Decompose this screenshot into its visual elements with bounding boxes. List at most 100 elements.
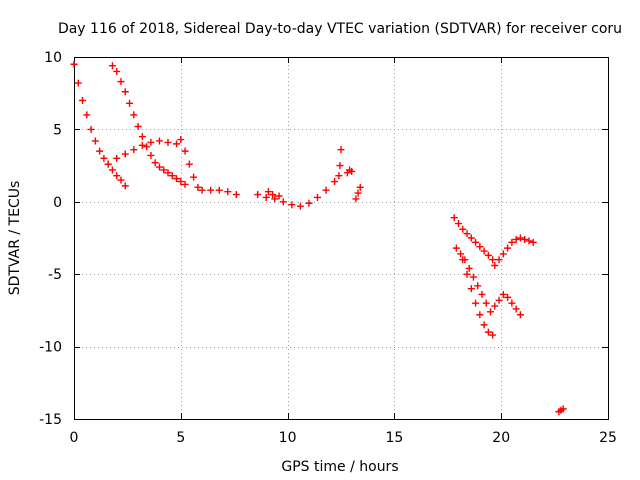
data-point <box>457 250 465 258</box>
data-point <box>472 238 480 246</box>
data-point <box>117 78 125 86</box>
data-point <box>264 188 272 196</box>
data-point <box>262 193 270 201</box>
data-point <box>134 123 142 131</box>
data-point <box>305 199 313 207</box>
x-tick-labels: 0 5 10 15 20 25 <box>70 430 617 446</box>
series-arc3 <box>104 136 240 199</box>
axis-ticks <box>74 57 609 420</box>
data-point <box>87 125 95 133</box>
data-point <box>356 183 364 191</box>
data-point <box>117 176 125 184</box>
data-point <box>459 225 467 233</box>
data-point <box>194 183 202 191</box>
data-point <box>269 191 277 199</box>
data-point <box>463 270 471 278</box>
data-point <box>491 262 499 270</box>
data-point <box>529 238 537 246</box>
data-point <box>74 79 82 87</box>
data-point <box>130 111 138 119</box>
data-point <box>484 251 492 259</box>
data-point <box>83 111 91 119</box>
data-point <box>508 299 516 307</box>
data-point <box>348 167 356 175</box>
grid <box>74 57 608 419</box>
data-point <box>96 147 104 155</box>
data-point <box>138 133 146 141</box>
data-point <box>495 296 503 304</box>
data-point <box>121 182 129 190</box>
data-point <box>177 136 185 144</box>
data-point <box>100 154 108 162</box>
data-point <box>185 160 193 168</box>
data-point <box>476 311 484 319</box>
data-point <box>484 328 492 336</box>
data-point <box>521 235 529 243</box>
data-point <box>190 173 198 181</box>
data-point <box>472 299 480 307</box>
data-point <box>138 141 146 149</box>
data-point <box>480 247 488 255</box>
data-point <box>79 96 87 104</box>
data-point <box>467 285 475 293</box>
data-point <box>463 230 471 238</box>
data-point <box>147 138 155 146</box>
data-point <box>296 202 304 210</box>
data-point <box>126 99 134 107</box>
y-axis-label: SDTVAR / TECUs <box>7 181 23 296</box>
data-point <box>254 191 262 199</box>
series-arc5 <box>264 146 364 203</box>
data-point <box>288 201 296 209</box>
data-point <box>91 137 99 145</box>
data-point <box>469 273 477 281</box>
series-arc7 <box>452 244 495 316</box>
data-point <box>279 198 287 206</box>
data-point <box>467 234 475 242</box>
data-point <box>143 143 151 151</box>
series-arc2 <box>108 62 189 188</box>
x-tick-label: 15 <box>385 430 403 446</box>
data-point <box>113 67 121 75</box>
data-point <box>164 169 172 177</box>
data-point <box>337 146 345 154</box>
x-axis-label: GPS time / hours <box>281 459 398 475</box>
y-tick-label: 5 <box>53 122 62 138</box>
series-arc10 <box>491 290 524 319</box>
plot-frame <box>74 57 609 420</box>
data-point <box>489 256 497 264</box>
data-point <box>173 175 181 183</box>
data-point <box>454 220 462 228</box>
data-point <box>465 264 473 272</box>
series-arc11 <box>555 405 567 416</box>
data-point <box>331 178 339 186</box>
y-tick-labels: 10 5 0 -5 -10 -15 <box>39 50 62 428</box>
data-point <box>70 60 78 68</box>
y-tick-label: -15 <box>39 412 62 428</box>
data-point <box>164 138 172 146</box>
data-point <box>177 178 185 186</box>
x-tick-label: 0 <box>70 430 79 446</box>
data-point <box>130 146 138 154</box>
data-point <box>322 186 330 194</box>
series-arc6 <box>450 214 497 264</box>
data-point <box>478 290 486 298</box>
data-point <box>215 186 223 194</box>
data-point <box>335 172 343 180</box>
data-point <box>271 195 279 203</box>
chart-title: Day 116 of 2018, Sidereal Day-to-day VTE… <box>58 21 622 37</box>
data-point <box>336 162 344 170</box>
y-tick-label: -10 <box>39 340 62 356</box>
y-tick-label: 10 <box>44 50 62 66</box>
series-arc9 <box>491 234 537 270</box>
y-tick-label: 0 <box>53 195 62 211</box>
data-point <box>104 160 112 168</box>
data-point <box>121 150 129 158</box>
data-point <box>113 172 121 180</box>
data-point <box>207 186 215 194</box>
data-point <box>155 163 163 171</box>
data-point <box>198 186 206 194</box>
data-point <box>352 195 360 203</box>
data-point <box>512 305 520 313</box>
data-point <box>314 193 322 201</box>
